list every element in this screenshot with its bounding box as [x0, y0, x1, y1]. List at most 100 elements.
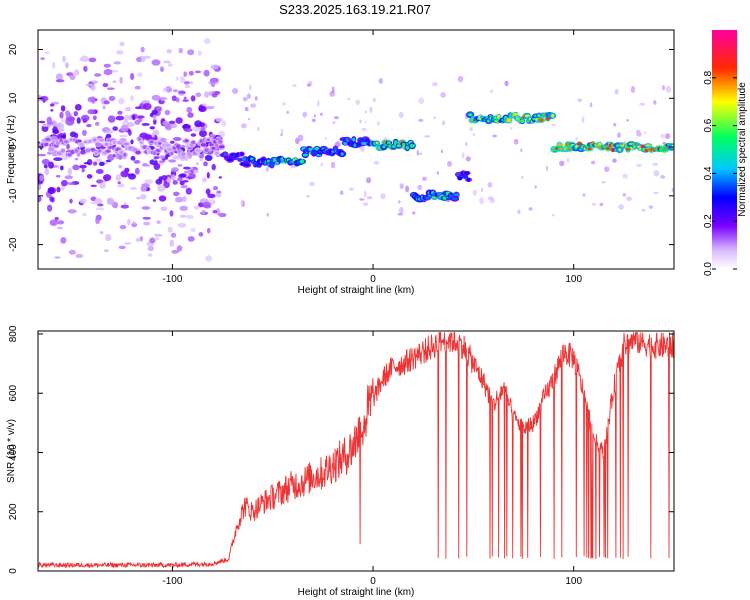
noise-cell [119, 225, 127, 230]
noise-cell [115, 174, 121, 182]
noise-cell [68, 249, 76, 255]
noise-cell [660, 133, 665, 139]
noise-cell [671, 188, 674, 192]
noise-cell [98, 161, 105, 167]
noise-cell [52, 61, 56, 69]
noise-cell [203, 69, 210, 77]
noise-cell [175, 76, 179, 81]
noise-cell [520, 175, 524, 180]
colorbar-tick-label: 0.4 [703, 166, 714, 180]
noise-cell [373, 160, 380, 165]
ridge-cell [237, 158, 243, 162]
noise-cell [186, 106, 193, 113]
ridge-cell [218, 145, 225, 149]
noise-cell [242, 96, 248, 102]
noise-cell [147, 253, 153, 257]
noise-cell [203, 38, 211, 45]
noise-cell [95, 169, 104, 174]
noise-cell [137, 115, 145, 119]
noise-cell [102, 83, 109, 88]
noise-cell [517, 209, 521, 215]
ridge-cell [184, 139, 189, 143]
noise-cell [189, 81, 194, 84]
noise-cell [206, 106, 214, 110]
noise-cell [102, 105, 106, 110]
noise-cell [489, 198, 495, 204]
noise-cell [88, 57, 97, 63]
noise-cell [320, 162, 324, 167]
ridge-cell [123, 153, 127, 157]
noise-cell [52, 126, 58, 134]
ridge-cell [63, 140, 69, 144]
noise-cell [198, 202, 205, 208]
noise-cell [112, 126, 118, 131]
x-tick-label: -100 [162, 274, 182, 285]
noise-cell [604, 166, 610, 172]
noise-cell [211, 92, 218, 98]
colorbar-gradient [712, 30, 737, 269]
noise-cell [331, 86, 335, 94]
noise-cell [175, 117, 183, 124]
noise-cell [83, 65, 88, 72]
noise-cell [180, 184, 188, 189]
noise-cell [95, 207, 105, 211]
noise-cell [292, 84, 297, 87]
noise-cell [173, 191, 180, 197]
noise-cell [664, 133, 671, 140]
noise-cell [107, 154, 115, 161]
noise-cell [39, 95, 49, 102]
noise-cell [91, 80, 98, 84]
noise-cell [194, 120, 203, 128]
ridge-cell [302, 153, 308, 157]
noise-cell [170, 140, 175, 144]
noise-cell [147, 246, 154, 252]
noise-cell [103, 100, 110, 105]
noise-cell [171, 167, 179, 173]
noise-cell [398, 200, 401, 204]
noise-cell [53, 157, 63, 162]
noise-cell [170, 174, 176, 181]
noise-cell [479, 197, 484, 205]
noise-cell [128, 173, 136, 180]
noise-cell [332, 120, 336, 125]
noise-cell [90, 201, 99, 205]
noise-cell [355, 99, 361, 106]
noise-cell [359, 119, 362, 124]
snr-line [38, 332, 674, 569]
noise-cell [612, 158, 617, 163]
noise-cell [157, 184, 166, 192]
noise-cell [364, 110, 368, 114]
noise-cell [198, 232, 204, 237]
noise-cell [206, 172, 210, 179]
noise-cell [504, 80, 509, 87]
noise-cell [661, 85, 666, 91]
ridge-cell [45, 137, 51, 141]
noise-cell [38, 184, 42, 191]
noise-cell [41, 158, 50, 165]
noise-cell [425, 176, 428, 181]
noise-cell [492, 134, 497, 138]
noise-cell [618, 204, 624, 210]
noise-cell [141, 206, 151, 210]
noise-cell [43, 164, 48, 169]
noise-cell [172, 137, 182, 141]
noise-cell [170, 123, 178, 129]
noise-cell [199, 129, 207, 138]
colorbar: 0.0 0.2 0.4 0.6 0.8 Normalized spectral ampli… [703, 30, 748, 276]
noise-cell [378, 78, 383, 84]
noise-cell [64, 175, 73, 180]
snr-plot: -100 0 100 0 200 400 600 800 Height of straight … [6, 325, 675, 598]
ridge-cell [598, 142, 602, 146]
ridge-cell [375, 141, 379, 145]
ridge-cell [462, 174, 469, 179]
noise-cell [72, 164, 80, 171]
noise-cell [79, 198, 87, 204]
noise-cell [107, 197, 115, 205]
chart-title: S233.2025.163.19.21.R07 [279, 2, 431, 17]
ridge-cell [386, 141, 391, 145]
noise-cell [151, 94, 161, 101]
noise-cell [559, 160, 565, 167]
noise-cell [119, 134, 128, 138]
